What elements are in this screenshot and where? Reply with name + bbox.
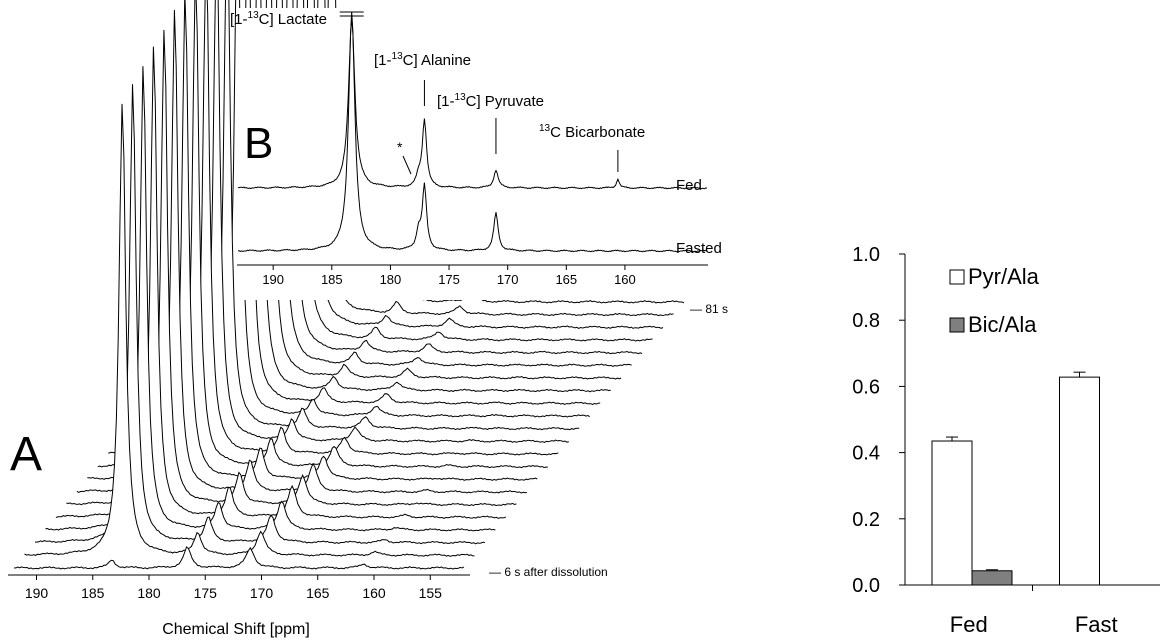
bar-chart-legend: Pyr/Ala Bic/Ala: [949, 264, 1040, 337]
bar-chart-y-tick-label: 0.6: [852, 376, 880, 398]
panel-a-tick-label: 185: [81, 585, 105, 601]
panel-b-tick-label: 165: [555, 272, 577, 287]
panel-b-trace-fasted: [237, 11, 708, 253]
panel-b-inset-background: [236, 8, 716, 300]
bar-pyr-ala-fast: [1059, 376, 1100, 586]
panel-a-tick-label: 165: [306, 585, 330, 601]
bar-chart-y-tick-label: 0.2: [852, 509, 880, 531]
panel-b-tick-label: 160: [614, 272, 636, 287]
panel-b-tick-label: 175: [438, 272, 460, 287]
bar-chart-x-tick-label: Fast: [1075, 612, 1118, 637]
panel-a-tick-label: 170: [250, 585, 274, 601]
bar-chart-y-tick-label: 0.8: [852, 310, 880, 332]
panel-a-x-axis-label: Chemical Shift [ppm]: [162, 621, 310, 638]
legend-label: Pyr/Ala: [968, 264, 1040, 289]
panel-b-trace-label: Fed: [676, 177, 702, 194]
bar-bic-ala-fed: [971, 570, 1013, 586]
bar-chart-x-tick-label: Fed: [950, 612, 988, 637]
panel-a-stacked-spectra: [13, 0, 685, 572]
panel-a-tick-label: 180: [137, 585, 161, 601]
bar-chart-axes: 0.0 0.2 0.4 0.6 0.8 1.0 Fed Fast: [852, 244, 1160, 637]
panel-b-tick-label: 190: [262, 272, 284, 287]
panel-b-spectra: Fed Fasted: [237, 11, 722, 257]
panel-a-trace-mask: [14, 547, 464, 572]
panel-b-peak-label: 13C Bicarbonate: [539, 123, 645, 141]
nmr-spectra-figure: 190 185 180 175 170 165 160 155 Chemical Shift …: [8, 0, 728, 638]
panel-b-asterisk-pointer: [402, 155, 412, 175]
panel-b-peak-label: [1-13C] Alanine: [374, 51, 471, 69]
panel-a-x-ticks: 190 185 180 175 170 165 160 155: [25, 575, 442, 601]
panel-a-letter: A: [10, 428, 42, 481]
legend-swatch: [949, 317, 965, 333]
bar-chart-y-tick-label: 1.0: [852, 244, 880, 266]
panel-a-last-trace-label: — 81 s: [690, 302, 728, 316]
bar-chart-bars: [931, 371, 1100, 586]
panel-b-trace-label: Fasted: [676, 240, 722, 257]
legend-label: Bic/Ala: [968, 312, 1037, 337]
panel-b-letter: B: [244, 119, 273, 168]
panel-a-tick-label: 160: [362, 585, 386, 601]
bar-chart-y-tick-label: 0.0: [852, 575, 880, 597]
panel-a-trace-1: [13, 546, 465, 570]
panel-b-peak-label: [1-13C] Pyruvate: [437, 92, 544, 110]
panel-b-trace-fed: [237, 17, 708, 190]
bar-pyr-ala-fed: [931, 440, 973, 586]
panel-b-x-ticks: 190 185 180 175 170 165 160: [262, 265, 636, 287]
panel-b-peak-label: [1-13C] Lactate: [230, 10, 327, 28]
panel-b-peak-labels: [1-13C] Lactate [1-13C] Alanine [1-13C] Py…: [230, 10, 645, 175]
panel-a-tick-label: 155: [419, 585, 443, 601]
bar-chart-y-tick-label: 0.4: [852, 443, 880, 465]
panel-b-tick-label: 185: [321, 272, 343, 287]
panel-a-tick-label: 175: [194, 585, 218, 601]
panel-a-first-trace-label: — 6 s after dissolution: [489, 565, 608, 579]
panel-b-tick-label: 180: [380, 272, 402, 287]
legend-swatch: [949, 269, 965, 285]
panel-b-tick-label: 170: [497, 272, 519, 287]
panel-a-tick-label: 190: [25, 585, 49, 601]
panel-b-asterisk: *: [397, 139, 403, 155]
